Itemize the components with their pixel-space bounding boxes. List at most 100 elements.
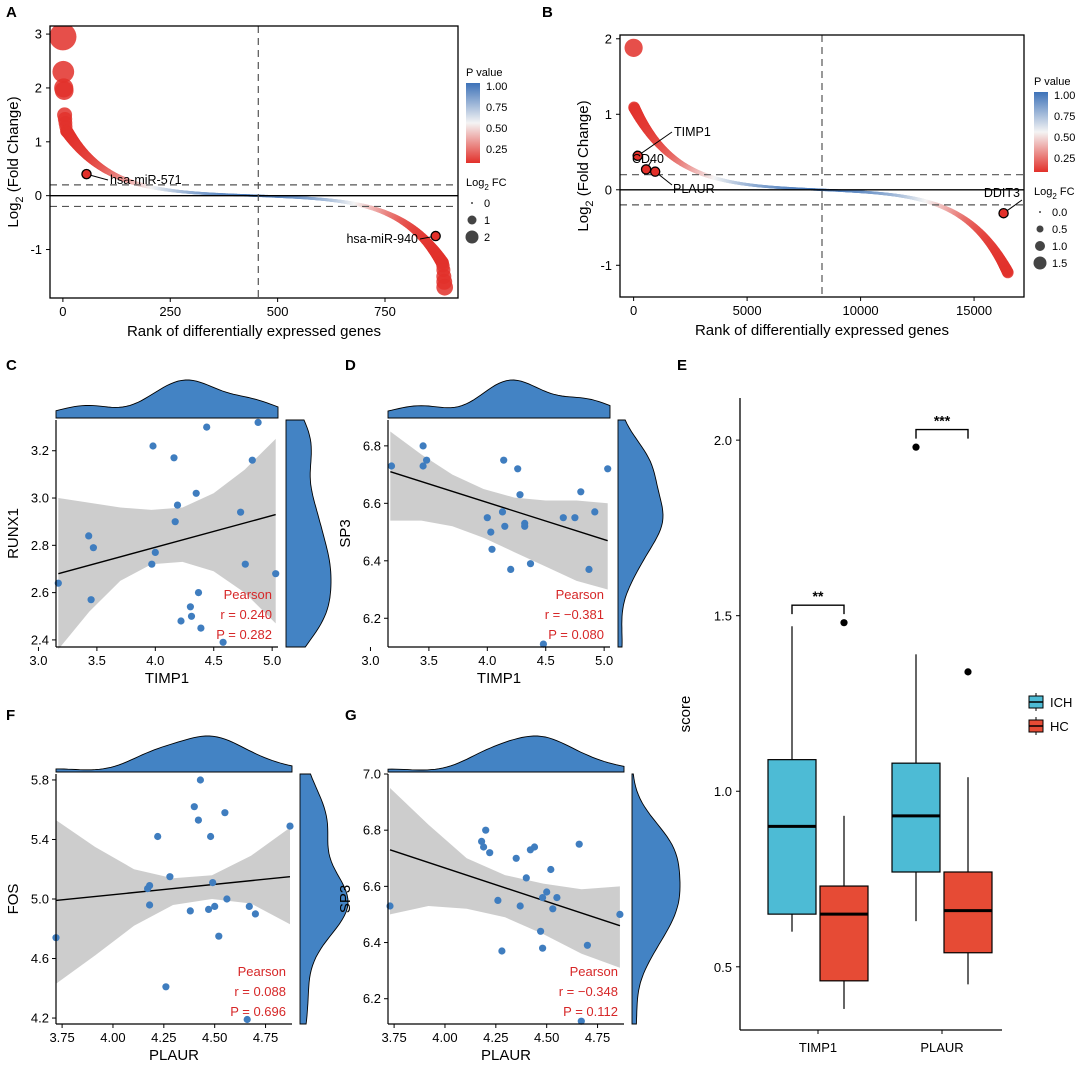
highlight-gene-point (649, 166, 661, 177)
data-point (223, 895, 231, 903)
x-tick-label: 4.5 (537, 653, 555, 668)
data-point (203, 423, 211, 431)
rank-points (50, 26, 454, 296)
y-tick-label: 6.6 (363, 496, 381, 511)
y-tick-label: 2.6 (31, 585, 49, 600)
data-point (419, 442, 427, 450)
data-point (539, 944, 547, 952)
panel-b-rank-plot: TIMP1 CD40 PLAUR DDIT3 0 5000 10000 15000 -1 0 1 2 R… (575, 31, 1075, 339)
data-point (521, 522, 529, 530)
fc-legend-title: Log2 FC (466, 177, 507, 192)
stat-p: P = 0.080 (548, 627, 604, 642)
y-axis-title: SP3 (337, 519, 354, 547)
pvalue-tick-label: 0.50 (1054, 132, 1075, 144)
confidence-band (56, 820, 290, 984)
data-point (272, 570, 280, 578)
data-point (549, 905, 557, 913)
x-tick-label: 4.75 (253, 1030, 278, 1045)
x-tick-label: 3.0 (361, 653, 379, 668)
x-axis-title: Rank of differentially expressed genes (127, 323, 381, 340)
x-tick-label: 4.00 (432, 1030, 457, 1045)
fc-size-key (465, 230, 479, 244)
x-axis-title: Rank of differentially expressed genes (695, 322, 949, 339)
y-tick-label: 6.6 (363, 879, 381, 894)
x-axis-title: TIMP1 (477, 670, 521, 687)
y-tick-label: 7.0 (363, 767, 381, 782)
y-axis-title-main: Log (5, 203, 22, 228)
data-point (215, 932, 223, 940)
y-tick-label: 5.8 (31, 772, 49, 787)
panel-label-c: C (6, 357, 17, 374)
data-point (616, 910, 624, 919)
confidence-band (390, 788, 620, 968)
panel-label-a: A (6, 4, 17, 21)
data-point (591, 508, 599, 516)
data-point (248, 456, 256, 464)
fc-size-key (1036, 225, 1044, 233)
x-tick-label: 0 (59, 304, 66, 319)
y-marginal-density (631, 773, 681, 1025)
y-tick-label: 3.2 (31, 443, 49, 458)
x-tick-label: TIMP1 (799, 1040, 837, 1055)
data-point (498, 508, 507, 516)
x-axis-title: PLAUR (481, 1047, 531, 1064)
x-marginal-density (55, 379, 279, 419)
data-point (543, 888, 551, 896)
y-tick-label: 0 (605, 182, 612, 197)
data-point (89, 544, 97, 552)
pvalue-legend-title: P value (1034, 76, 1071, 88)
pvalue-tick-label: 0.25 (486, 144, 507, 156)
data-point (423, 456, 431, 464)
legend-label: HC (1050, 719, 1069, 734)
fc-size-key (1039, 211, 1041, 213)
data-point (87, 596, 95, 604)
gene-label: DDIT3 (984, 186, 1020, 200)
pvalue-colorbar (1034, 92, 1048, 172)
panel-a-rank-plot: hsa-miR-571 hsa-miR-940 0 250 500 750 -1 0 1 2 3 Ra… (5, 25, 507, 340)
regression-line (55, 875, 291, 902)
y-tick-label: 6.4 (363, 935, 381, 950)
data-point (166, 873, 174, 881)
x-tick-label: 4.25 (483, 1030, 508, 1045)
y-marginal-density (299, 773, 349, 1025)
x-tick-label: 4.50 (202, 1030, 227, 1045)
stat-method: Pearson (556, 587, 604, 602)
data-point (241, 560, 249, 568)
y-tick-label: 0.5 (714, 960, 732, 975)
y-axis-title-sub: 2 (584, 200, 596, 206)
data-point (177, 617, 185, 625)
x-tick-label: 5000 (733, 303, 762, 318)
gene-point (436, 278, 454, 296)
data-point (149, 442, 157, 450)
fc-title-sub: 2 (484, 183, 489, 192)
box-hc (943, 871, 993, 954)
data-point (482, 826, 490, 834)
x-tick-label: 3.0 (29, 653, 47, 668)
panel-label-g: G (345, 707, 357, 724)
data-point (583, 941, 592, 949)
fc-title-main: Log (1034, 186, 1052, 198)
data-point (190, 803, 198, 811)
y-tick-label: 6.2 (363, 991, 381, 1006)
panel-g-scatter: 3.75 4.00 4.25 4.50 4.75 6.2 6.4 6.6 6.8 7.0 PLAUR… (337, 735, 681, 1064)
box-hc (819, 885, 869, 982)
fc-title-tail: FC (1057, 186, 1075, 198)
stat-r: r = −0.381 (545, 607, 604, 622)
panel-f-scatter: 3.75 4.00 4.25 4.50 4.75 4.2 4.6 5.0 5.4 5.8 PLAUR… (5, 735, 349, 1064)
x-tick-label: 0 (630, 303, 637, 318)
data-point (221, 809, 229, 817)
data-point (197, 624, 205, 632)
data-point (170, 454, 178, 462)
fc-size-label: 0.0 (1052, 207, 1067, 219)
gene-point (624, 38, 643, 57)
data-point (154, 832, 162, 841)
label-connector (637, 131, 673, 157)
y-tick-label: 4.2 (31, 1011, 49, 1026)
x-tick-label: PLAUR (920, 1040, 963, 1055)
data-point (522, 874, 530, 882)
data-point (577, 488, 585, 496)
pvalue-tick-label: 1.00 (1054, 90, 1075, 102)
outlier-point (840, 619, 848, 627)
